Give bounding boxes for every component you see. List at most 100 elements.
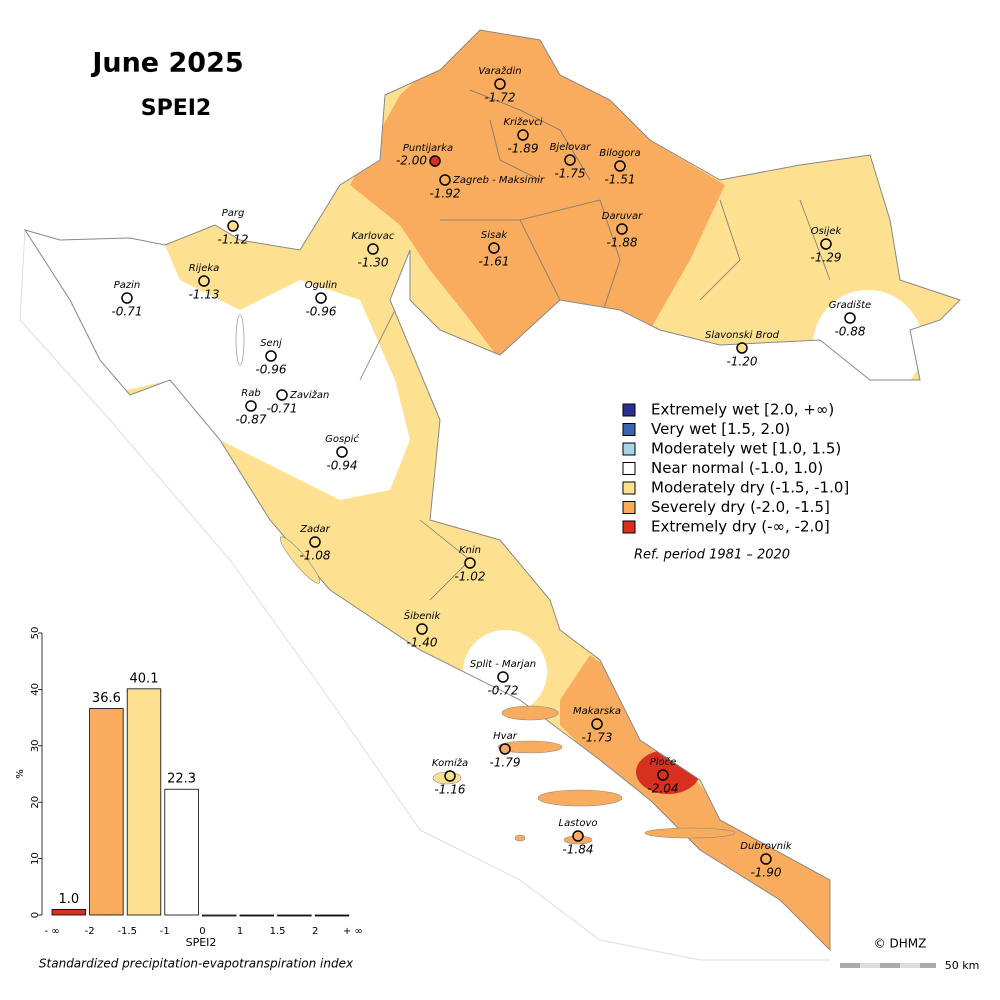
station-marker xyxy=(488,242,500,254)
station-value: -1.73 xyxy=(581,731,612,745)
station-value: -0.87 xyxy=(235,413,266,427)
legend-label: Near normal (-1.0, 1.0) xyxy=(651,459,823,477)
x-tick-label: -2 xyxy=(85,926,95,937)
legend-swatch xyxy=(622,442,636,456)
station-name: Rab xyxy=(241,388,260,399)
island xyxy=(497,740,563,754)
station-name: Makarska xyxy=(573,706,621,717)
station-value: -1.92 xyxy=(429,187,460,201)
station-marker xyxy=(265,350,277,362)
station-name: Ploče xyxy=(650,756,677,768)
station-name: Sisak xyxy=(481,230,508,241)
station-marker xyxy=(564,154,576,166)
station-value: -1.40 xyxy=(406,636,437,650)
station-value: -1.29 xyxy=(810,251,841,265)
station-name: Parg xyxy=(222,208,245,219)
station-marker xyxy=(444,770,456,782)
station-name: Gradište xyxy=(829,299,871,311)
station-value: -1.72 xyxy=(484,91,515,105)
legend-label: Very wet [1.5, 2.0) xyxy=(651,420,790,438)
scale-segment xyxy=(880,963,900,968)
bar-label: 22.3 xyxy=(167,772,196,787)
x-tick-label: 1 xyxy=(237,926,243,937)
station-marker xyxy=(245,400,257,412)
bar xyxy=(126,688,162,916)
bar xyxy=(164,788,199,916)
y-axis-label: % xyxy=(15,769,26,779)
y-tick-label: 50 xyxy=(30,627,41,640)
island xyxy=(501,705,559,721)
y-tick-label: 30 xyxy=(30,739,41,752)
station-marker xyxy=(844,312,856,324)
station-name: Zavižan xyxy=(289,389,329,401)
station-marker xyxy=(336,446,348,458)
x-tick-label: 2 xyxy=(312,926,318,937)
bar xyxy=(277,914,312,917)
station-value: -1.08 xyxy=(299,549,330,563)
station-value: -0.71 xyxy=(266,402,297,416)
station-marker xyxy=(657,769,669,781)
bar xyxy=(201,914,237,917)
station-value: -0.71 xyxy=(111,305,142,319)
legend-swatch xyxy=(622,481,636,495)
station-value: -0.96 xyxy=(255,363,286,377)
station-name: Dubrovnik xyxy=(740,841,793,852)
y-tick-label: 40 xyxy=(30,683,41,696)
bar-label: 40.1 xyxy=(130,671,159,686)
station-marker xyxy=(439,174,451,186)
zone-severely-dry xyxy=(350,30,725,360)
station-value: -1.13 xyxy=(188,288,219,302)
station-name: Puntijarka xyxy=(403,143,453,154)
station-value: -1.61 xyxy=(478,255,509,269)
bar xyxy=(239,914,274,917)
island xyxy=(279,536,321,584)
station-name: Knin xyxy=(459,545,481,556)
scale-bar xyxy=(840,963,936,968)
island xyxy=(235,314,245,366)
station-name: Hvar xyxy=(493,731,518,742)
station-name: Rijeka xyxy=(189,263,220,274)
station-name: Karlovac xyxy=(352,231,395,242)
y-tick-label: 10 xyxy=(30,852,41,865)
x-tick-label: + ∞ xyxy=(343,926,363,937)
scale-label: 50 km xyxy=(945,959,980,972)
station-marker xyxy=(121,292,133,304)
station-marker xyxy=(367,243,379,255)
station-marker xyxy=(494,78,506,90)
station-value: -1.75 xyxy=(554,167,585,181)
station-value: -1.51 xyxy=(604,173,635,187)
zone-near-normal xyxy=(25,200,410,500)
station-marker xyxy=(517,129,529,141)
station-value: -2.04 xyxy=(647,782,678,796)
station-name: Lastovo xyxy=(559,818,598,829)
legend-label: Extremely wet [2.0, +∞) xyxy=(651,401,834,419)
legend-label: Severely dry (-2.0, -1.5] xyxy=(651,498,830,516)
island xyxy=(514,834,526,842)
station-marker xyxy=(315,292,327,304)
x-tick-label: - ∞ xyxy=(44,926,59,937)
scale-segment xyxy=(860,963,880,968)
station-value: -1.79 xyxy=(489,756,520,770)
station-marker xyxy=(572,830,584,842)
station-name: Bilogora xyxy=(599,148,640,159)
station-value: -1.12 xyxy=(217,233,248,247)
x-tick-label: 1.5 xyxy=(270,926,286,937)
station-name: Komiža xyxy=(432,757,468,769)
legend-swatch xyxy=(622,520,636,534)
station-value: -0.96 xyxy=(305,305,336,319)
land-outline xyxy=(23,29,961,952)
station-name: Split - Marjan xyxy=(470,659,536,670)
sea-boundary xyxy=(19,229,830,961)
legend: Extremely wet [2.0, +∞)Very wet [1.5, 2.… xyxy=(622,401,849,536)
station-name: Gospić xyxy=(325,433,359,445)
station-marker xyxy=(227,220,239,232)
station-value: -1.20 xyxy=(726,355,757,369)
legend-swatch xyxy=(622,423,636,436)
legend-label: Moderately dry (-1.5, -1.0] xyxy=(651,479,849,497)
x-axis-label: SPEI2 xyxy=(186,936,217,949)
station-marker xyxy=(614,160,626,172)
scale-segment xyxy=(840,963,860,968)
station-name: Zadar xyxy=(299,524,330,535)
station-marker xyxy=(198,275,210,287)
